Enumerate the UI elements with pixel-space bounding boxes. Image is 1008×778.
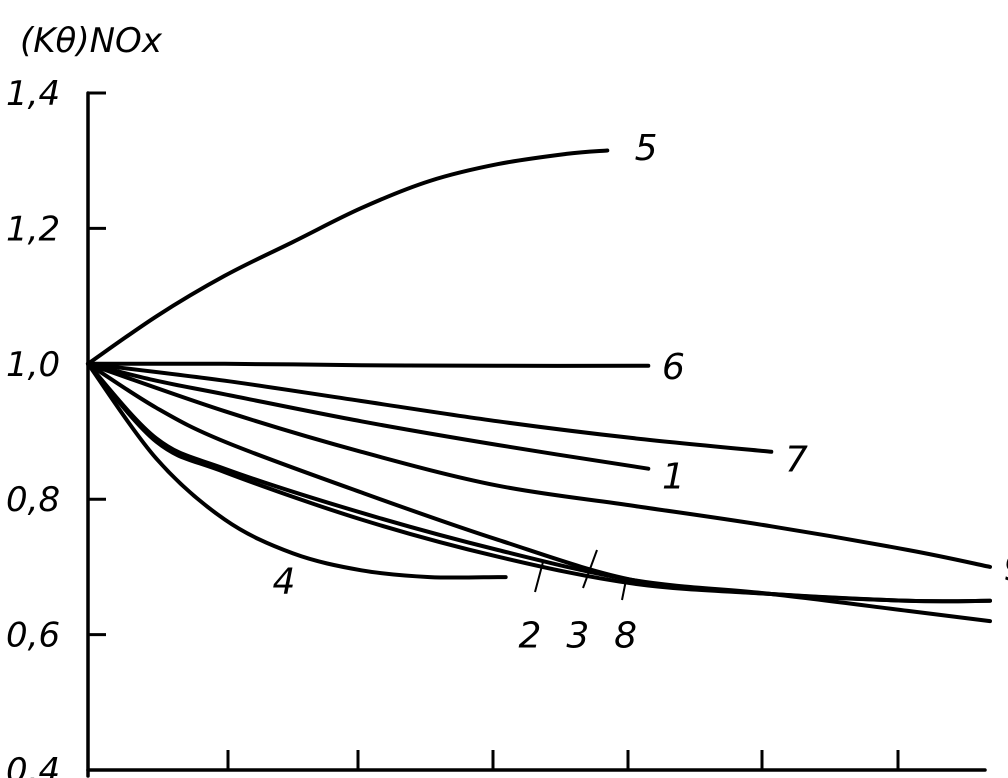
curve-label-2: 2 bbox=[519, 616, 542, 657]
curve-label-7: 7 bbox=[785, 440, 808, 481]
leader-line-8 bbox=[621, 579, 627, 601]
y-tick-label: 1,4 bbox=[6, 74, 60, 114]
series-line-6 bbox=[86, 361, 651, 368]
leader-line-2 bbox=[534, 561, 544, 593]
series-line-9 bbox=[86, 361, 992, 569]
curve-label-4: 4 bbox=[273, 561, 296, 602]
series-line-4 bbox=[86, 361, 508, 580]
y-tick-label: 1,2 bbox=[6, 209, 60, 249]
y-axis-title: (Kθ)NOx bbox=[20, 21, 163, 61]
curve-label-6: 6 bbox=[662, 347, 685, 388]
curves bbox=[86, 148, 992, 624]
series-line-7 bbox=[86, 361, 774, 454]
y-tick-label: 0,4 bbox=[6, 751, 60, 778]
curve-label-3: 3 bbox=[566, 616, 589, 657]
curve-label-1: 1 bbox=[662, 457, 685, 498]
curve-label-8: 8 bbox=[614, 616, 637, 657]
curve-label-5: 5 bbox=[635, 128, 658, 169]
series-line-8 bbox=[86, 361, 992, 604]
curve-label-9: 9 bbox=[1004, 548, 1008, 589]
y-tick-label: 1,0 bbox=[6, 345, 60, 385]
y-tick-label: 0,6 bbox=[6, 616, 60, 656]
series-line-1 bbox=[86, 361, 651, 471]
series-line-2 bbox=[86, 361, 992, 624]
series-line-5 bbox=[86, 148, 610, 366]
leader-line-3 bbox=[582, 549, 598, 589]
axes: 1,4 1,2 1,0 0,8 0,6 0,4 bbox=[6, 74, 987, 778]
curve-labels: 123456789 bbox=[273, 128, 1008, 656]
y-tick-label: 0,8 bbox=[6, 480, 60, 520]
series-line-3 bbox=[86, 361, 992, 604]
